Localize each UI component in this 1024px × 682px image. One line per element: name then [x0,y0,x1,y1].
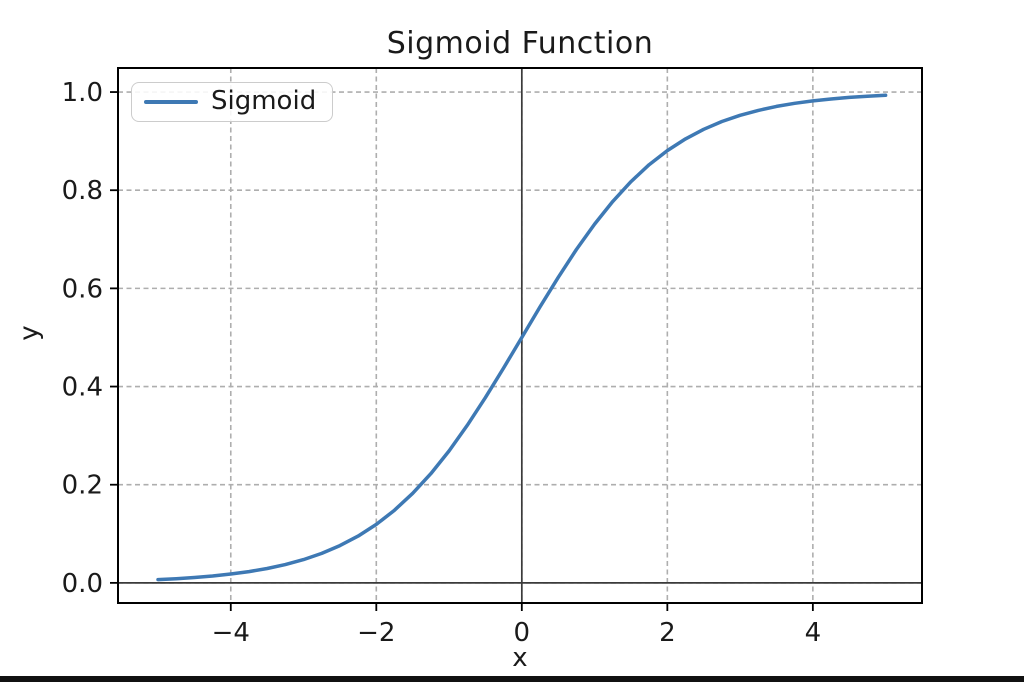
x-tick-label: 2 [659,618,676,648]
x-tick-label: −4 [212,618,250,648]
legend-label: Sigmoid [211,86,317,116]
y-axis-label: y [14,325,45,341]
y-tick-label: 1.0 [62,78,103,108]
y-tick-label: 0.2 [62,471,103,501]
legend: Sigmoid [131,82,334,122]
x-tick-label: 0 [514,618,531,648]
x-tick-label: 4 [805,618,822,648]
chart-title: Sigmoid Function [386,26,654,61]
x-axis-label: x [512,643,528,673]
x-tick-label: −2 [357,618,395,648]
window-edge-bar [0,676,1024,682]
y-tick-label: 0.4 [62,373,103,403]
axes-frame [117,67,923,604]
y-tick-label: 0.6 [62,274,103,304]
y-tick-label: 0.0 [62,569,103,599]
legend-line-sample-icon [144,100,198,104]
y-tick-label: 0.8 [62,176,103,206]
sigmoid-curve [156,93,888,582]
